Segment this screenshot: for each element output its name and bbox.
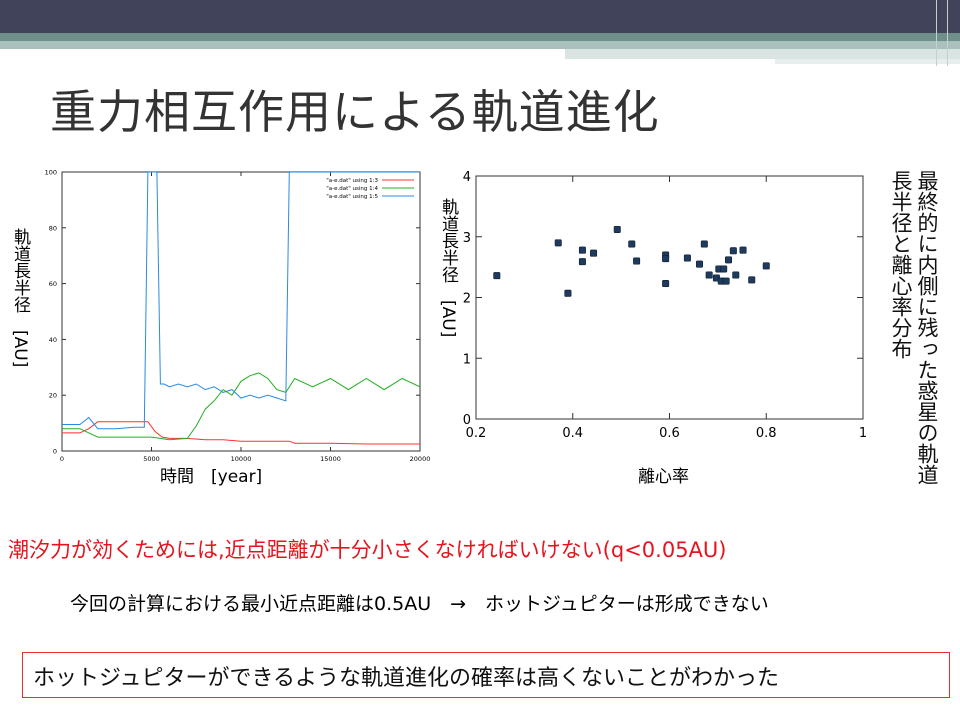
scatter-point xyxy=(590,249,598,257)
y-tick-label: 3 xyxy=(463,231,471,246)
legend-label: "a-e.dat" using 1:3 xyxy=(326,178,378,184)
scatter-point xyxy=(700,240,708,248)
right-scatter-chart: 0 1 2 3 4 0.2 0.4 0.6 0.8 1 xyxy=(463,170,867,441)
x-tick-label: 0.4 xyxy=(562,426,583,441)
result-text: 今回の計算における最小近点距離は0.5AU → ホットジュピターは形成できない xyxy=(70,593,769,615)
header-stripe xyxy=(775,59,960,64)
y-tick-label: 40 xyxy=(49,336,57,344)
scatter-point xyxy=(613,225,621,233)
x-tick-label: 10000 xyxy=(231,455,252,463)
plot-frame xyxy=(475,175,864,420)
scatter-point xyxy=(729,247,737,255)
x-tick-label: 1 xyxy=(859,426,867,441)
scatter-point xyxy=(748,276,756,284)
series-line-2 xyxy=(62,372,420,441)
y-tick-label: 1 xyxy=(463,352,471,367)
scatter-point xyxy=(493,272,501,280)
scatter-point xyxy=(554,239,562,247)
y-tick-label: 20 xyxy=(49,392,57,400)
scatter-point xyxy=(683,254,691,262)
scatter-point xyxy=(762,262,770,270)
x-tick-label: 0 xyxy=(60,455,64,463)
right-chart-ylabel: 軌道長半径 [AU] xyxy=(438,198,458,338)
x-tick-label: 15000 xyxy=(320,455,341,463)
scatter-point xyxy=(662,255,670,263)
scatter-point xyxy=(695,260,703,268)
tidal-condition-text: 潮汐力が効くためには,近点距離が十分小さくなければいけない(q<0.05AU) xyxy=(8,538,727,562)
scatter-point xyxy=(720,265,728,273)
y-tick-label: 60 xyxy=(49,280,57,288)
scatter-point xyxy=(662,280,670,288)
y-tick-label: 80 xyxy=(49,224,57,232)
scatter-point xyxy=(705,271,713,279)
scatter-point xyxy=(578,246,586,254)
x-tick-label: 0.8 xyxy=(756,426,777,441)
left-chart-xlabel: 時間 [year] xyxy=(160,467,263,487)
plot-frame xyxy=(61,171,421,452)
scatter-point xyxy=(564,289,572,297)
header-stripe xyxy=(0,41,960,49)
scatter-point xyxy=(722,277,730,285)
legend-label: "a-e.dat" using 1:4 xyxy=(326,186,378,192)
x-tick-label: 0.6 xyxy=(659,426,680,441)
scatter-point xyxy=(633,257,641,265)
left-line-chart: 0 20 40 60 80 100 0 5000 10000 15000 20000 "a-e.dat… xyxy=(45,169,430,464)
scatter-point xyxy=(628,240,636,248)
legend-label: "a-e.dat" using 1:5 xyxy=(326,194,378,200)
conclusion-box: ホットジュピターができるような軌道進化の確率は高くないことがわかった xyxy=(22,652,950,698)
left-chart-ylabel: 軌道長半径 [AU] xyxy=(10,228,30,368)
y-tick-label: 0 xyxy=(463,413,471,428)
series-line-3 xyxy=(62,172,420,430)
y-tick-label: 2 xyxy=(463,292,471,307)
series-line-1 xyxy=(62,421,420,445)
scatter-point xyxy=(578,258,586,266)
slide-title: 重力相互作用による軌道進化 xyxy=(50,85,660,139)
scatter-point xyxy=(739,246,747,254)
x-tick-label: 0.2 xyxy=(466,426,487,441)
y-tick-label: 0 xyxy=(53,448,57,456)
side-caption: 最終的に内側に残った惑星の軌道長半径と離心率分布 xyxy=(889,170,939,485)
y-tick-label: 4 xyxy=(463,170,471,185)
header-decoration xyxy=(936,0,948,66)
header-stripe xyxy=(565,49,960,59)
right-chart-xlabel: 離心率 xyxy=(638,467,689,487)
header-stripe xyxy=(0,33,960,41)
x-tick-label: 20000 xyxy=(410,455,430,463)
scatter-point xyxy=(725,256,733,264)
y-tick-label: 100 xyxy=(45,169,57,177)
x-tick-label: 5000 xyxy=(143,455,160,463)
header-bar xyxy=(0,0,960,33)
scatter-point xyxy=(732,271,740,279)
